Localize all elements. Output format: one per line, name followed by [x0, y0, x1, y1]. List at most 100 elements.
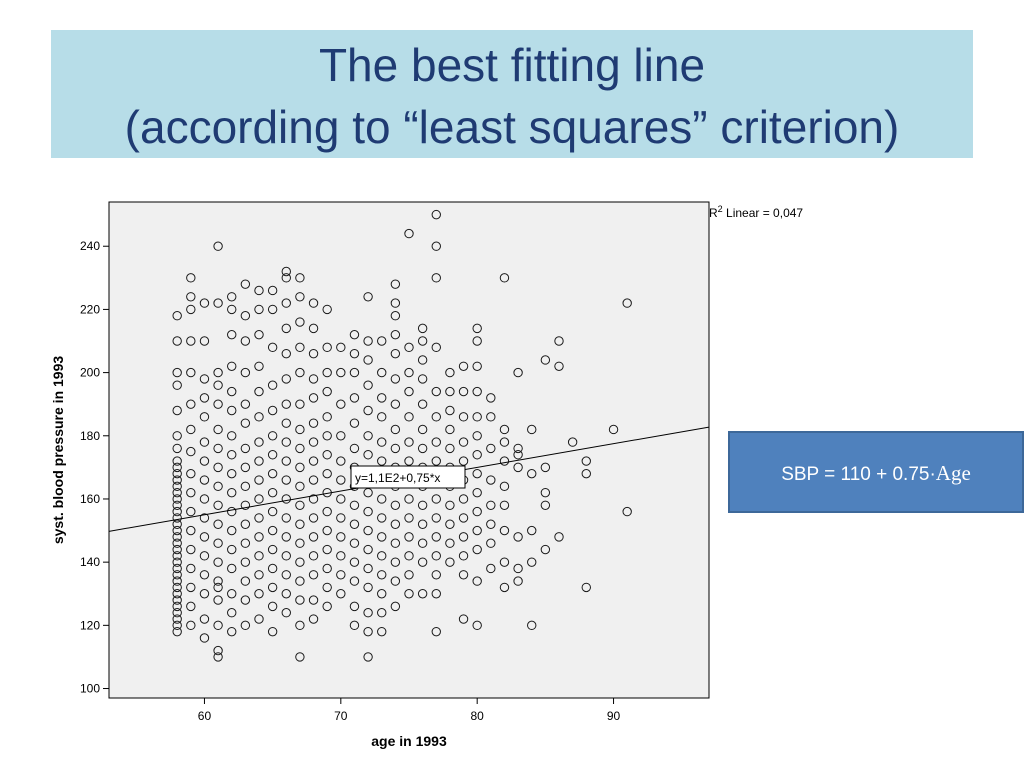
data-point [486, 475, 496, 485]
data-point [186, 563, 196, 574]
data-point [267, 285, 278, 296]
data-point [172, 608, 182, 618]
data-point [458, 456, 469, 466]
data-point [581, 456, 591, 466]
data-point [431, 437, 441, 447]
data-point [213, 582, 223, 593]
data-point [404, 551, 414, 561]
y-tick-label: 140 [80, 555, 100, 569]
data-point [390, 311, 401, 321]
data-point [240, 557, 251, 567]
data-point [377, 393, 387, 403]
data-point [445, 557, 455, 567]
data-point [308, 437, 319, 447]
data-point [349, 557, 360, 567]
data-point [499, 500, 510, 510]
data-point [336, 431, 346, 441]
data-point [227, 544, 237, 555]
data-point [458, 570, 469, 580]
data-point [390, 424, 401, 435]
data-point [417, 519, 428, 529]
data-point [377, 412, 387, 422]
data-point [472, 336, 482, 346]
data-point [254, 570, 264, 580]
data-point [172, 506, 182, 517]
data-point [172, 405, 182, 416]
data-point [240, 418, 251, 428]
data-point [363, 608, 373, 618]
data-point [336, 551, 346, 561]
data-point [308, 298, 319, 308]
data-point [486, 500, 496, 510]
data-point [445, 443, 455, 454]
data-point [404, 386, 414, 397]
data-point [240, 576, 251, 586]
data-point [322, 412, 332, 422]
data-point [172, 500, 182, 510]
data-point [581, 582, 591, 593]
data-point [186, 304, 196, 315]
data-point [417, 355, 428, 365]
data-point [267, 525, 278, 536]
y-axis-label: syst. blood pressure in 1993 [50, 356, 66, 545]
data-point [295, 500, 305, 510]
data-point [254, 329, 264, 340]
data-point [431, 412, 441, 422]
data-point [322, 582, 332, 593]
data-point [349, 538, 360, 548]
data-point [199, 374, 210, 384]
data-point [540, 487, 551, 498]
equation-prefix: SBP = 110 + 0.75· [781, 464, 936, 485]
data-point [431, 513, 441, 523]
r2-label-prefix: R [709, 206, 718, 220]
data-point [281, 608, 291, 618]
data-point [213, 424, 223, 435]
data-point [486, 563, 496, 574]
data-point [213, 645, 223, 656]
data-point [199, 494, 210, 504]
equation-box: SBP = 110 + 0.75·Age [728, 431, 1024, 513]
data-point [336, 532, 346, 542]
data-point [377, 367, 387, 378]
y-tick-label: 200 [80, 366, 100, 380]
data-point [240, 443, 251, 454]
data-point [254, 437, 264, 447]
data-point [499, 424, 510, 435]
data-point [431, 273, 441, 283]
data-point [527, 468, 537, 479]
data-point [227, 361, 237, 371]
data-point [172, 563, 182, 574]
data-point [431, 570, 441, 580]
data-point [295, 620, 305, 631]
data-point [240, 336, 251, 346]
data-point [254, 532, 264, 542]
data-point [363, 626, 373, 637]
r2-label-suffix: Linear = 0,047 [723, 206, 804, 220]
data-point [445, 538, 455, 548]
data-point [172, 614, 182, 624]
data-point [186, 424, 196, 435]
data-point [186, 446, 196, 457]
data-point [172, 576, 182, 586]
data-point [213, 380, 223, 390]
x-tick-label: 70 [334, 709, 348, 723]
data-point [254, 285, 264, 296]
data-point [172, 336, 182, 346]
data-point [322, 367, 332, 378]
data-point [499, 273, 510, 283]
data-point [513, 563, 523, 574]
data-point [390, 500, 401, 510]
data-point [417, 500, 428, 510]
data-point [445, 519, 455, 529]
y-axis-ticks: 100 120 140 160 180 200 220 240 [80, 239, 109, 696]
data-point [499, 456, 510, 466]
data-point [336, 399, 346, 409]
data-point [213, 576, 223, 586]
data-point [213, 500, 223, 510]
data-point [458, 513, 469, 523]
data-point [472, 487, 482, 498]
data-point [458, 386, 469, 397]
data-point [527, 424, 537, 435]
data-point [227, 468, 237, 479]
data-point [281, 374, 291, 384]
